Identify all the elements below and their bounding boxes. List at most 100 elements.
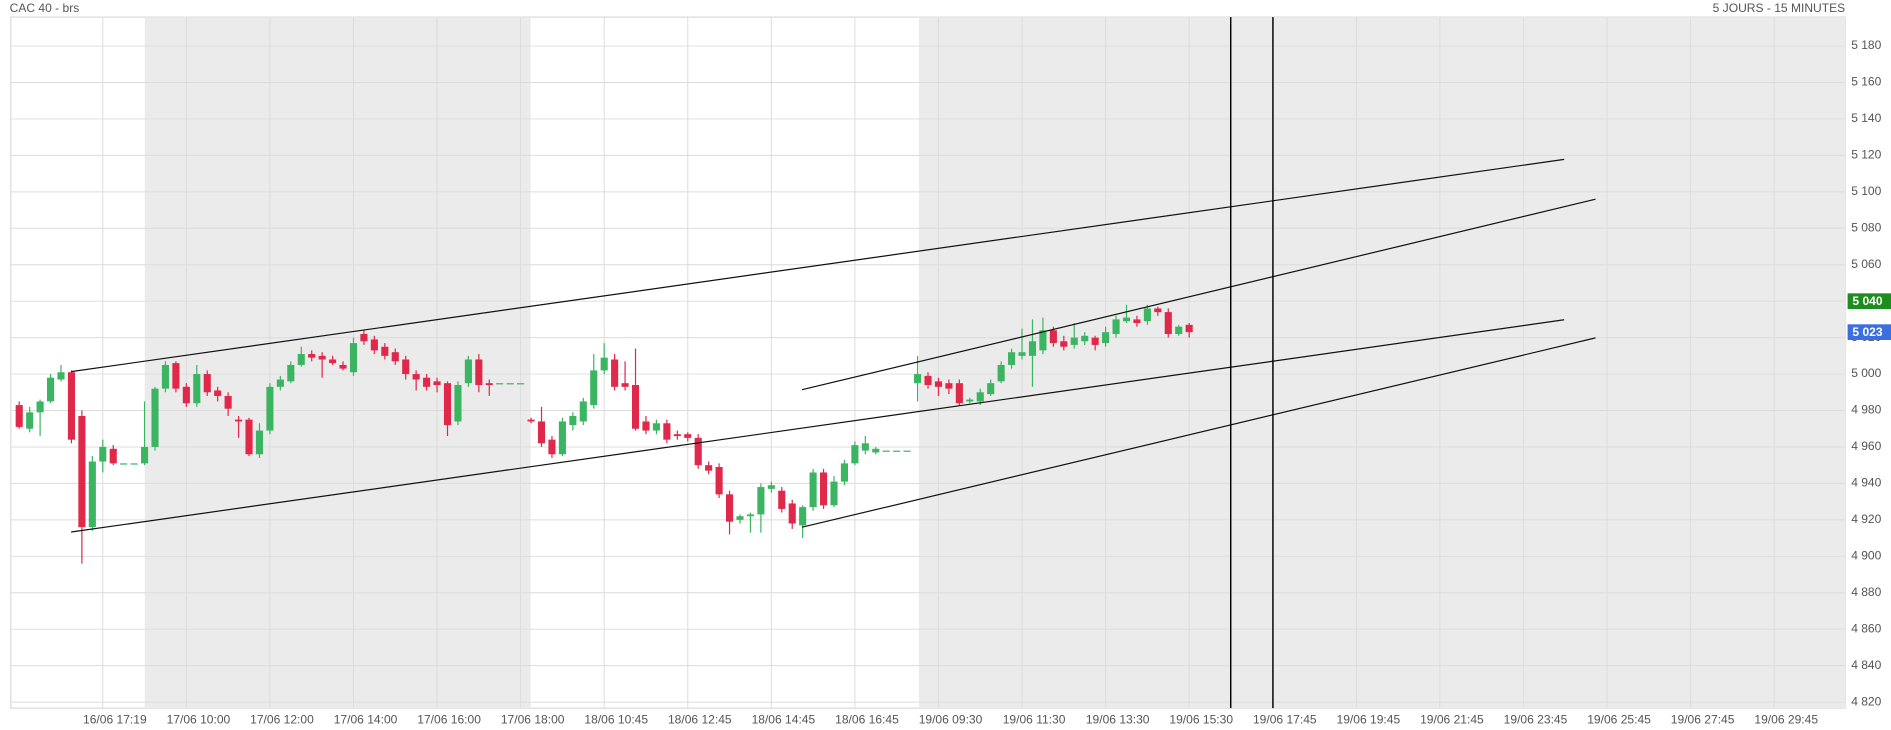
candle-body [214, 390, 222, 396]
candle-body [934, 381, 943, 387]
candle-body [423, 377, 431, 387]
price-badge-label: 5 023 [1852, 325, 1882, 339]
candle-body [799, 507, 807, 526]
y-tick-label: 4 980 [1851, 403, 1881, 417]
trend-line [71, 158, 1565, 373]
candle-body [391, 352, 399, 362]
candle-body [631, 385, 640, 429]
session-shade [144, 17, 531, 709]
candle-body [548, 439, 556, 455]
x-tick-label: 19/06 29:45 [1754, 712, 1818, 726]
candle-body [705, 465, 713, 471]
x-tick-label: 19/06 11:30 [1003, 712, 1066, 726]
trend-line [71, 319, 1565, 533]
candle-body [611, 359, 619, 387]
candle-body [882, 450, 890, 452]
candle-body [485, 383, 493, 386]
candle-body [830, 481, 838, 506]
x-tick-label: 17/06 14:00 [334, 712, 398, 726]
candle-body [120, 463, 128, 465]
candle-body [673, 434, 681, 437]
chart-subtitle: 5 JOURS - 15 MINUTES [1713, 1, 1846, 15]
candle-body [36, 401, 44, 413]
chart-title: CAC 40 - brs [10, 1, 80, 15]
candle-body [46, 377, 55, 402]
candle-body [276, 379, 284, 387]
candle-body [903, 450, 911, 452]
candle-body [1049, 330, 1057, 344]
candle-body [778, 490, 786, 509]
candle-body [1070, 337, 1078, 345]
candle-body [840, 463, 848, 482]
candle-body [1133, 319, 1141, 324]
candle-body [600, 357, 608, 371]
x-tick-label: 17/06 16:00 [417, 712, 481, 726]
candle-body [976, 392, 984, 402]
candle-body [318, 355, 326, 360]
x-tick-label: 18/06 14:45 [752, 712, 816, 726]
x-tick-label: 19/06 21:45 [1420, 712, 1484, 726]
candle-body [182, 386, 190, 404]
candle-body [987, 383, 995, 395]
candle-body [443, 383, 452, 426]
candle-body [1154, 308, 1162, 313]
candle-body [433, 381, 441, 386]
x-tick-label: 19/06 23:45 [1504, 712, 1568, 726]
candles [15, 304, 1193, 564]
candle-body [339, 364, 347, 369]
candle-body [537, 421, 546, 444]
candle-body [893, 450, 901, 452]
x-tick-label: 19/06 09:30 [919, 712, 983, 726]
candle-body [621, 383, 629, 387]
drawings [71, 17, 1596, 709]
candle-body [15, 405, 23, 427]
y-tick-label: 4 900 [1851, 548, 1881, 562]
y-tick-label: 4 840 [1851, 658, 1881, 672]
candle-body [475, 359, 483, 386]
candle-body [245, 419, 253, 455]
candle-body [99, 446, 107, 462]
candle-body [736, 516, 744, 520]
x-tick-label: 19/06 17:45 [1253, 712, 1317, 726]
candle-body [235, 419, 243, 422]
candle-body [914, 374, 922, 384]
candle-body [506, 383, 514, 385]
candle-body [590, 370, 598, 406]
candle-body [224, 395, 232, 409]
candle-body [945, 383, 953, 389]
y-tick-label: 5 080 [1851, 220, 1881, 234]
candle-body [1018, 352, 1026, 356]
candle-body [694, 437, 702, 466]
y-tick-label: 4 940 [1851, 476, 1881, 490]
candle-body [88, 461, 96, 528]
trend-line [801, 337, 1596, 528]
candle-body [652, 423, 660, 431]
candle-body [57, 372, 65, 380]
candle-body [464, 359, 472, 384]
candle-body [861, 443, 869, 451]
candle-body [1112, 319, 1120, 334]
candle-body [266, 386, 274, 431]
y-tick-label: 5 140 [1851, 111, 1881, 125]
candle-body [1028, 341, 1037, 356]
x-tick-label: 19/06 15:30 [1169, 712, 1233, 726]
candle-body [130, 463, 138, 465]
candle-body [715, 467, 723, 495]
y-tick-label: 4 860 [1851, 621, 1881, 635]
candle-body [1081, 335, 1089, 342]
y-tick-label: 4 920 [1851, 512, 1881, 526]
candle-body [109, 448, 117, 464]
axes: 4 820 4 840 4 860 4 880 4 900 4 920 4 940 4 960… [83, 38, 1891, 726]
candle-body [663, 423, 671, 440]
price-badge-label: 5 040 [1852, 294, 1882, 308]
y-tick-label: 4 880 [1851, 585, 1881, 599]
candle-body [569, 415, 577, 426]
candle-body [349, 343, 358, 373]
x-tick-label: 19/06 25:45 [1587, 712, 1651, 726]
candle-body [360, 333, 368, 342]
x-tick-label: 19/06 27:45 [1671, 712, 1735, 726]
y-tick-label: 5 100 [1851, 184, 1881, 198]
candle-body [151, 388, 159, 447]
candle-body [997, 364, 1005, 382]
x-tick-label: 16/06 17:19 [83, 712, 147, 726]
